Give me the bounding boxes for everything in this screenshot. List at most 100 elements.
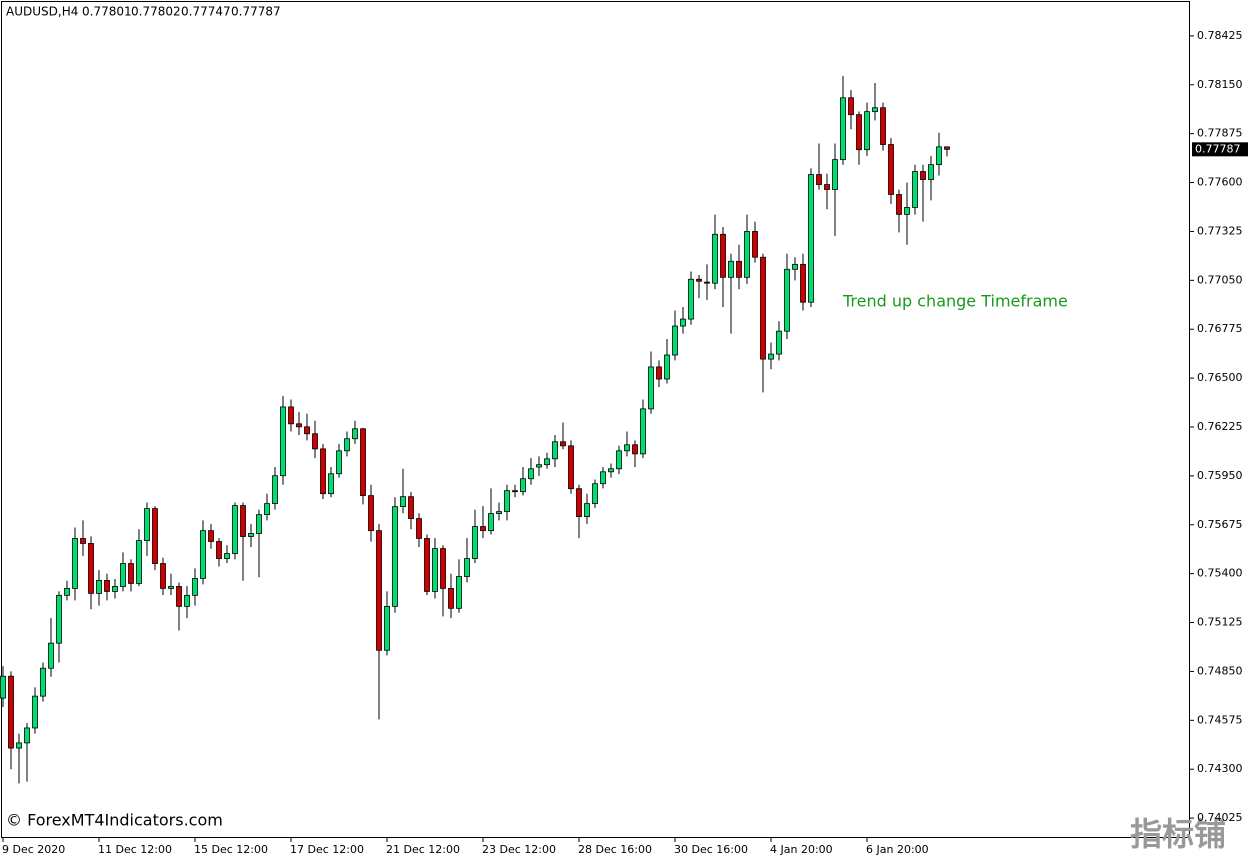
candle-body	[696, 278, 702, 282]
watermark: © ForexMT4Indicators.com	[6, 811, 223, 830]
candle-body	[928, 164, 934, 180]
candle-body	[8, 675, 14, 749]
candle-body	[944, 146, 950, 150]
candle-body	[880, 107, 886, 145]
candle-body	[112, 586, 118, 592]
candle-body	[400, 496, 406, 508]
candle-body	[840, 97, 846, 161]
candle-body	[720, 233, 726, 278]
candle-body	[920, 171, 926, 180]
candle-body	[776, 330, 782, 355]
candle-body	[184, 594, 190, 607]
candle-body	[80, 538, 86, 544]
candle-body	[792, 263, 798, 270]
current-price-label: 0.77787	[1195, 142, 1241, 155]
candle-body	[584, 503, 590, 517]
candle-body	[192, 578, 198, 596]
candle-body	[328, 473, 334, 495]
candle-body	[304, 426, 310, 435]
candle-body	[320, 448, 326, 495]
candle-body	[352, 428, 358, 440]
candle-body	[728, 260, 734, 278]
candle-body	[376, 530, 382, 651]
candle-body	[704, 281, 710, 284]
candle-body	[456, 576, 462, 609]
candle-body	[464, 558, 470, 577]
candle-body	[864, 111, 870, 151]
y-tick-label: 0.78150	[1197, 78, 1243, 91]
candle-body	[560, 441, 566, 447]
y-tick-label: 0.76225	[1197, 420, 1243, 433]
y-tick-label: 0.75125	[1197, 616, 1243, 629]
symbol: AUDUSD,H4	[6, 5, 78, 19]
candle-body	[160, 563, 166, 589]
candle-body	[544, 458, 550, 466]
candle-body	[656, 366, 662, 380]
candle-body	[896, 194, 902, 215]
candle-body	[936, 146, 942, 166]
candle-body	[168, 586, 174, 589]
y-tick-label: 0.77050	[1197, 273, 1243, 286]
current-price-box	[1192, 142, 1248, 157]
candle-body	[432, 548, 438, 592]
candle-body	[832, 159, 838, 190]
low-value: 0.77747	[181, 5, 231, 19]
candle-body	[680, 318, 686, 327]
candle-body	[296, 423, 302, 428]
x-tick-label: 15 Dec 12:00	[194, 843, 268, 856]
candle-body	[104, 580, 110, 592]
candle-body	[592, 483, 598, 505]
x-tick-label: 30 Dec 16:00	[674, 843, 748, 856]
candle-body	[536, 464, 542, 468]
candle-body	[264, 503, 270, 516]
y-tick-label: 0.76500	[1197, 371, 1243, 384]
candle-body	[448, 588, 454, 609]
candle-body	[616, 450, 622, 470]
candle-body	[624, 444, 630, 452]
candle-body	[216, 541, 222, 559]
candle-body	[496, 511, 502, 514]
candle-body	[472, 526, 478, 559]
x-tick-label: 21 Dec 12:00	[386, 843, 460, 856]
candle-body	[336, 450, 342, 475]
y-tick-label: 0.75400	[1197, 567, 1243, 580]
candle-body	[200, 530, 206, 579]
candle-body	[312, 433, 318, 450]
x-tick-label: 4 Jan 20:00	[770, 843, 833, 856]
candle-body	[416, 518, 422, 539]
candle-body	[240, 505, 246, 537]
y-tick-label: 0.75675	[1197, 518, 1243, 531]
candle-body	[40, 667, 46, 697]
candle-body	[736, 260, 742, 278]
candle-body	[848, 97, 854, 116]
candle-body	[344, 438, 350, 452]
candle-body	[512, 490, 518, 493]
candle-body	[272, 475, 278, 505]
candle-body	[88, 543, 94, 594]
candle-body	[144, 508, 150, 541]
candle-body	[208, 530, 214, 542]
candle-body	[568, 445, 574, 490]
header: AUDUSD,H4 0.77801 0.77802 0.77747 0.7778…	[6, 5, 281, 19]
candle-body	[632, 444, 638, 455]
candle-body	[528, 468, 534, 480]
candle-body	[224, 553, 230, 559]
candle-body	[488, 513, 494, 532]
candle-body	[768, 353, 774, 360]
candles	[0, 75, 950, 784]
open-value: 0.77801	[82, 5, 132, 19]
candle-body	[136, 540, 142, 584]
candle-body	[712, 233, 718, 284]
candle-body	[392, 506, 398, 607]
candle-body	[808, 174, 814, 303]
candle-body	[824, 184, 830, 190]
y-tick-label: 0.74025	[1197, 811, 1243, 824]
candle-body	[912, 171, 918, 208]
high-value: 0.77802	[131, 5, 181, 19]
candle-body	[784, 268, 790, 332]
candle-body	[384, 605, 390, 651]
close-value: 0.77787	[231, 5, 281, 19]
